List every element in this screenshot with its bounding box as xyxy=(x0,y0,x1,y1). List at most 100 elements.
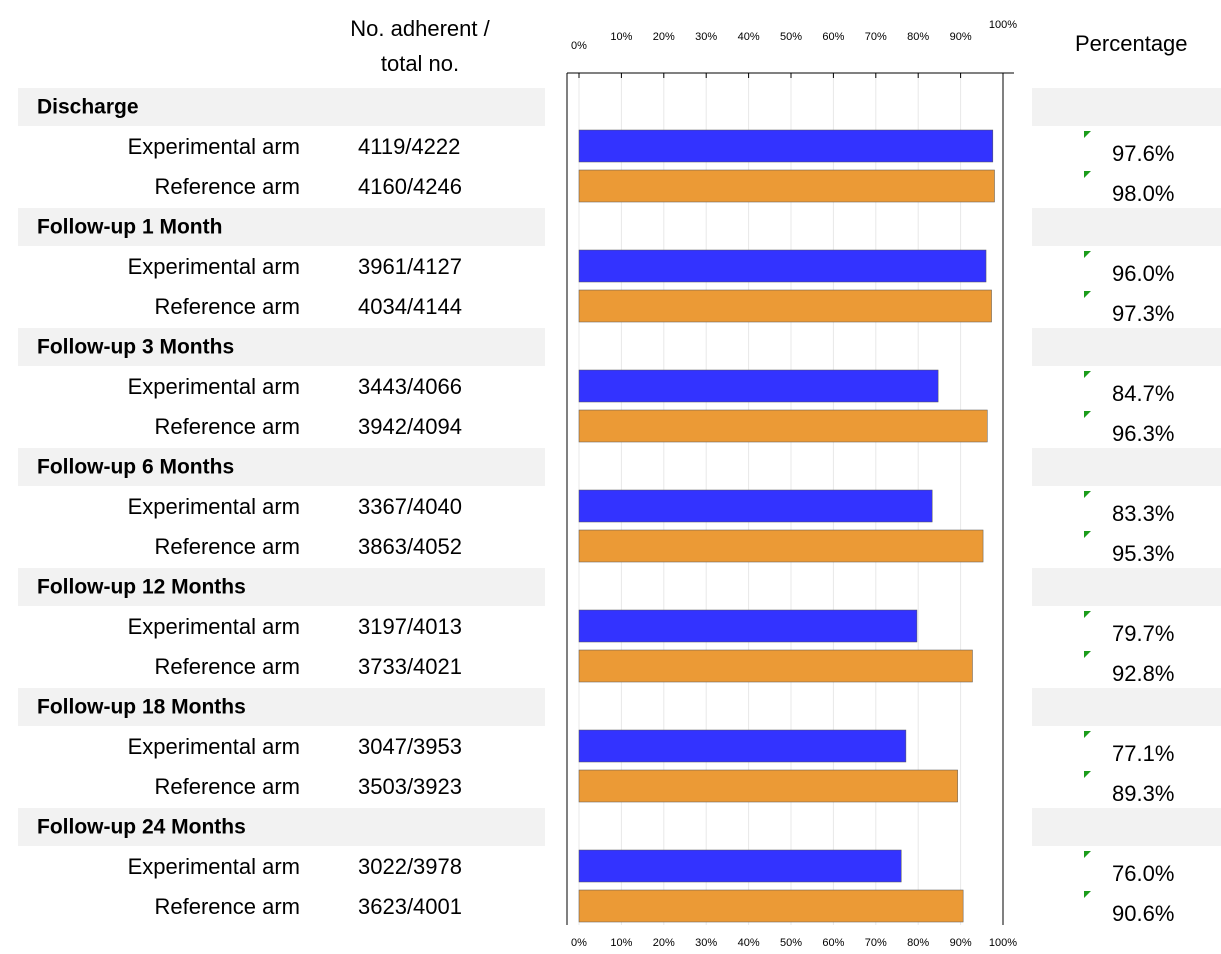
error-indicator xyxy=(1084,891,1091,898)
group-band xyxy=(18,88,545,126)
x-tick-label: 80% xyxy=(907,31,929,43)
bar xyxy=(578,649,973,683)
group-band xyxy=(18,328,545,366)
header: total no. xyxy=(381,51,459,76)
error-indicator xyxy=(1084,651,1091,658)
error-indicator xyxy=(1084,491,1091,498)
count-label: 3942/4094 xyxy=(358,414,462,439)
count-label: 3733/4021 xyxy=(358,654,462,679)
header: No. adherent / xyxy=(350,16,490,41)
error-indicator xyxy=(1084,611,1091,618)
group-band xyxy=(1032,688,1221,726)
value-label: 84.7% xyxy=(1112,381,1174,406)
arm-label: Experimental arm xyxy=(128,134,300,159)
arm-label: Reference arm xyxy=(154,174,300,199)
x-tick-label: 70% xyxy=(865,937,887,949)
x-tick-label: 80% xyxy=(907,937,929,949)
x-tick-label: 60% xyxy=(822,937,844,949)
group-label: Follow-up 3 Months xyxy=(37,336,234,359)
x-tick-label: 10% xyxy=(610,937,632,949)
x-tick-label: 60% xyxy=(822,31,844,43)
group-band xyxy=(18,688,545,726)
error-indicator xyxy=(1084,291,1091,298)
error-indicator xyxy=(1084,371,1091,378)
bar xyxy=(578,169,995,203)
error-indicator xyxy=(1084,531,1091,538)
error-indicator xyxy=(1084,851,1091,858)
value-label: 97.6% xyxy=(1112,141,1174,166)
value-label: 95.3% xyxy=(1112,541,1174,566)
group-band xyxy=(1032,568,1221,606)
group-band xyxy=(1032,208,1221,246)
count-label: 3197/4013 xyxy=(358,614,462,639)
count-label: 3022/3978 xyxy=(358,854,462,879)
count-label: 4034/4144 xyxy=(358,294,462,319)
value-label: 76.0% xyxy=(1112,861,1174,886)
group-band xyxy=(1032,448,1221,486)
count-label: 3863/4052 xyxy=(358,534,462,559)
x-tick-label: 90% xyxy=(950,937,972,949)
group-label: Follow-up 1 Month xyxy=(37,216,222,239)
arm-label: Experimental arm xyxy=(128,854,300,879)
x-tick-label: 100% xyxy=(989,19,1017,31)
bar xyxy=(578,849,902,883)
x-tick-label: 0% xyxy=(571,937,587,949)
arm-label: Reference arm xyxy=(154,414,300,439)
value-label: 92.8% xyxy=(1112,661,1174,686)
group-band xyxy=(1032,808,1221,846)
group-band xyxy=(1032,328,1221,366)
arm-label: Reference arm xyxy=(154,534,300,559)
x-tick-label: 30% xyxy=(695,937,717,949)
arm-label: Experimental arm xyxy=(128,614,300,639)
bar xyxy=(578,769,958,803)
count-label: 3443/4066 xyxy=(358,374,462,399)
x-tick-label: 100% xyxy=(989,937,1017,949)
bar xyxy=(578,249,987,283)
value-label: 79.7% xyxy=(1112,621,1174,646)
value-label: 98.0% xyxy=(1112,181,1174,206)
bar xyxy=(578,529,984,563)
x-tick-label: 50% xyxy=(780,31,802,43)
x-tick-label: 90% xyxy=(950,31,972,43)
error-indicator xyxy=(1084,771,1091,778)
bar xyxy=(578,489,933,523)
x-tick-label: 50% xyxy=(780,937,802,949)
arm-label: Reference arm xyxy=(154,294,300,319)
count-label: 3047/3953 xyxy=(358,734,462,759)
x-tick-label: 70% xyxy=(865,31,887,43)
group-label: Follow-up 12 Months xyxy=(37,576,246,599)
bar xyxy=(578,289,992,323)
group-band xyxy=(18,448,545,486)
group-band xyxy=(1032,88,1221,126)
value-label: 96.3% xyxy=(1112,421,1174,446)
count-label: 4119/4222 xyxy=(358,134,460,159)
count-label: 3367/4040 xyxy=(358,494,462,519)
bar xyxy=(578,129,994,163)
arm-label: Reference arm xyxy=(154,894,300,919)
group-band xyxy=(18,808,545,846)
bar xyxy=(578,729,907,763)
bar xyxy=(578,889,964,923)
error-indicator xyxy=(1084,731,1091,738)
error-indicator xyxy=(1084,171,1091,178)
x-tick-label: 0% xyxy=(571,40,587,52)
x-tick-label: 40% xyxy=(738,937,760,949)
count-label: 3961/4127 xyxy=(358,254,462,279)
group-band xyxy=(18,208,545,246)
count-label: 3623/4001 xyxy=(358,894,462,919)
arm-label: Reference arm xyxy=(154,654,300,679)
value-label: 97.3% xyxy=(1112,301,1174,326)
group-band xyxy=(18,568,545,606)
x-tick-label: 30% xyxy=(695,31,717,43)
count-label: 3503/3923 xyxy=(358,774,462,799)
bar xyxy=(578,409,988,443)
error-indicator xyxy=(1084,131,1091,138)
header: Percentage xyxy=(1075,31,1188,56)
value-label: 89.3% xyxy=(1112,781,1174,806)
group-label: Follow-up 6 Months xyxy=(37,456,234,479)
arm-label: Experimental arm xyxy=(128,494,300,519)
error-indicator xyxy=(1084,411,1091,418)
arm-label: Experimental arm xyxy=(128,734,300,759)
bar xyxy=(578,369,939,403)
